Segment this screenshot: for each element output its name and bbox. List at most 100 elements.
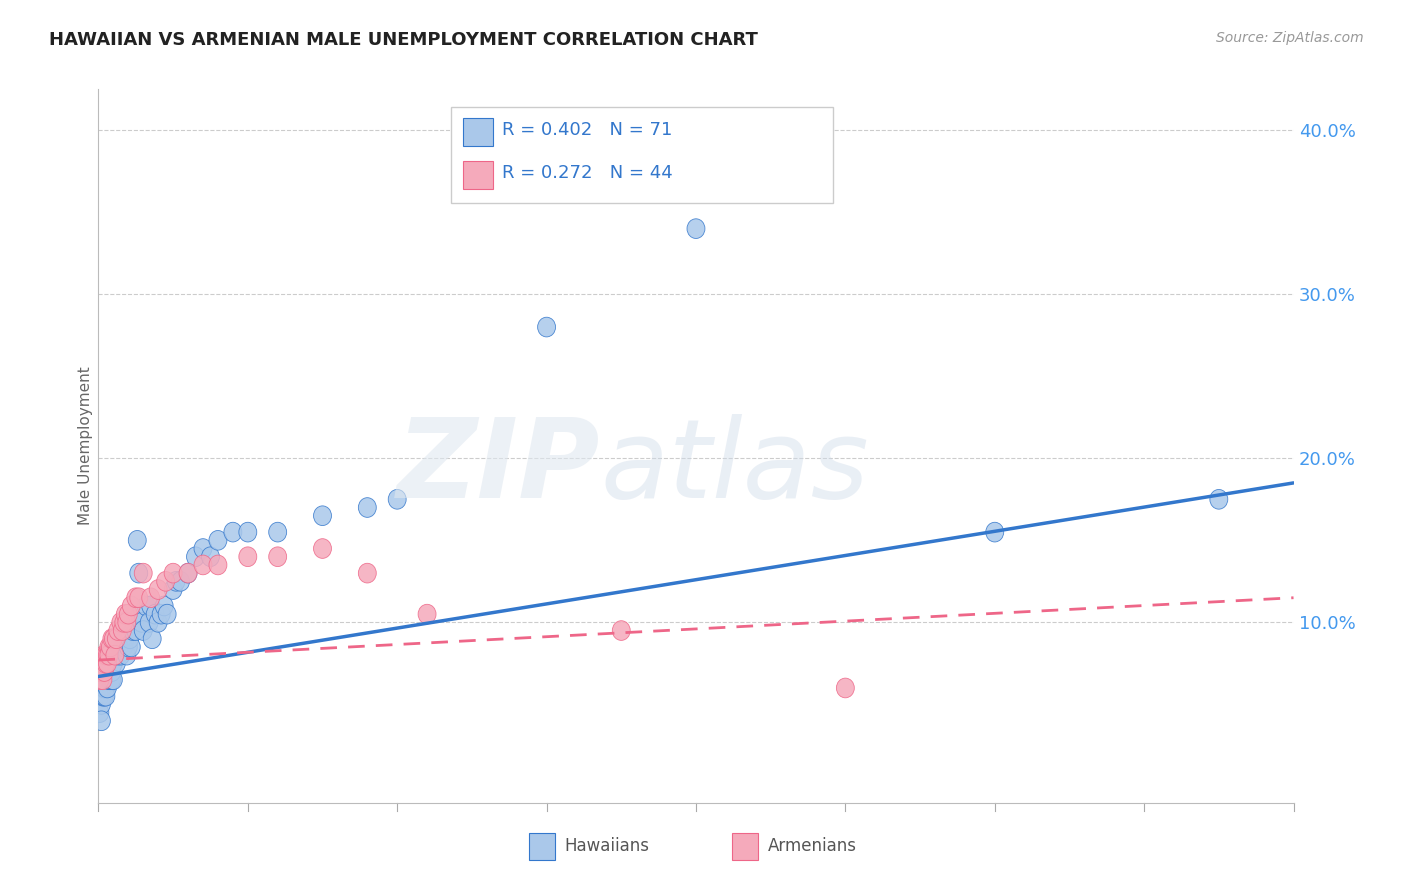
Ellipse shape xyxy=(117,604,135,624)
Ellipse shape xyxy=(986,523,1004,542)
Ellipse shape xyxy=(388,490,406,509)
Ellipse shape xyxy=(138,596,155,615)
Ellipse shape xyxy=(111,637,128,657)
Ellipse shape xyxy=(100,637,118,657)
Ellipse shape xyxy=(104,654,122,673)
Ellipse shape xyxy=(314,539,332,558)
Ellipse shape xyxy=(537,318,555,337)
Ellipse shape xyxy=(96,662,114,681)
Ellipse shape xyxy=(103,629,121,648)
Ellipse shape xyxy=(165,563,183,583)
Ellipse shape xyxy=(108,621,127,640)
Ellipse shape xyxy=(97,645,115,665)
Ellipse shape xyxy=(100,645,118,665)
Ellipse shape xyxy=(224,523,242,542)
Ellipse shape xyxy=(187,547,204,566)
Ellipse shape xyxy=(91,686,108,706)
Ellipse shape xyxy=(149,613,167,632)
Ellipse shape xyxy=(209,555,226,574)
Ellipse shape xyxy=(239,523,257,542)
Ellipse shape xyxy=(114,621,131,640)
Ellipse shape xyxy=(613,621,630,640)
Text: Armenians: Armenians xyxy=(768,837,856,855)
Text: Source: ZipAtlas.com: Source: ZipAtlas.com xyxy=(1216,31,1364,45)
Ellipse shape xyxy=(837,678,855,698)
Ellipse shape xyxy=(127,621,145,640)
Ellipse shape xyxy=(122,596,141,615)
Bar xyxy=(529,833,555,860)
Ellipse shape xyxy=(101,637,120,657)
Ellipse shape xyxy=(152,604,170,624)
Ellipse shape xyxy=(149,580,167,599)
Ellipse shape xyxy=(101,670,120,690)
Text: atlas: atlas xyxy=(600,414,869,521)
Ellipse shape xyxy=(108,645,127,665)
Ellipse shape xyxy=(141,613,159,632)
Ellipse shape xyxy=(100,670,118,690)
Ellipse shape xyxy=(179,563,197,583)
Ellipse shape xyxy=(167,572,186,591)
Ellipse shape xyxy=(688,219,704,238)
Ellipse shape xyxy=(142,588,160,607)
Ellipse shape xyxy=(143,629,162,648)
Ellipse shape xyxy=(114,629,131,648)
Ellipse shape xyxy=(93,695,111,714)
Ellipse shape xyxy=(359,498,377,517)
Ellipse shape xyxy=(107,629,125,648)
Ellipse shape xyxy=(165,580,183,599)
Ellipse shape xyxy=(1211,490,1227,509)
Ellipse shape xyxy=(112,613,129,632)
Ellipse shape xyxy=(159,604,176,624)
Ellipse shape xyxy=(201,547,219,566)
Ellipse shape xyxy=(93,662,111,681)
Bar xyxy=(463,161,494,189)
Ellipse shape xyxy=(107,654,125,673)
Ellipse shape xyxy=(105,645,124,665)
Ellipse shape xyxy=(120,604,138,624)
Ellipse shape xyxy=(131,604,149,624)
Ellipse shape xyxy=(117,629,135,648)
Ellipse shape xyxy=(104,629,122,648)
Ellipse shape xyxy=(194,555,212,574)
Text: ZIP: ZIP xyxy=(396,414,600,521)
Bar xyxy=(733,833,758,860)
Ellipse shape xyxy=(94,670,112,690)
Ellipse shape xyxy=(97,654,115,673)
Ellipse shape xyxy=(122,637,141,657)
Ellipse shape xyxy=(98,678,117,698)
Ellipse shape xyxy=(155,596,173,615)
Ellipse shape xyxy=(127,588,145,607)
Ellipse shape xyxy=(93,711,111,731)
Ellipse shape xyxy=(115,637,132,657)
Text: Hawaiians: Hawaiians xyxy=(565,837,650,855)
Ellipse shape xyxy=(94,670,112,690)
Ellipse shape xyxy=(98,670,117,690)
Ellipse shape xyxy=(96,645,114,665)
Ellipse shape xyxy=(100,662,118,681)
Ellipse shape xyxy=(156,572,174,591)
Ellipse shape xyxy=(179,563,197,583)
Ellipse shape xyxy=(128,531,146,550)
Ellipse shape xyxy=(239,547,257,566)
Ellipse shape xyxy=(142,596,160,615)
FancyBboxPatch shape xyxy=(451,107,834,203)
Ellipse shape xyxy=(96,686,114,706)
Ellipse shape xyxy=(103,670,121,690)
Bar xyxy=(463,118,494,146)
Ellipse shape xyxy=(91,703,108,723)
Ellipse shape xyxy=(93,678,111,698)
Ellipse shape xyxy=(129,588,148,607)
Ellipse shape xyxy=(93,662,111,681)
Ellipse shape xyxy=(172,572,190,591)
Text: HAWAIIAN VS ARMENIAN MALE UNEMPLOYMENT CORRELATION CHART: HAWAIIAN VS ARMENIAN MALE UNEMPLOYMENT C… xyxy=(49,31,758,49)
Ellipse shape xyxy=(121,629,139,648)
Ellipse shape xyxy=(112,645,129,665)
Ellipse shape xyxy=(269,523,287,542)
Text: R = 0.272   N = 44: R = 0.272 N = 44 xyxy=(502,164,673,182)
Ellipse shape xyxy=(97,678,115,698)
Ellipse shape xyxy=(314,506,332,525)
Ellipse shape xyxy=(132,613,150,632)
Ellipse shape xyxy=(124,621,142,640)
Ellipse shape xyxy=(359,563,377,583)
Ellipse shape xyxy=(105,645,124,665)
